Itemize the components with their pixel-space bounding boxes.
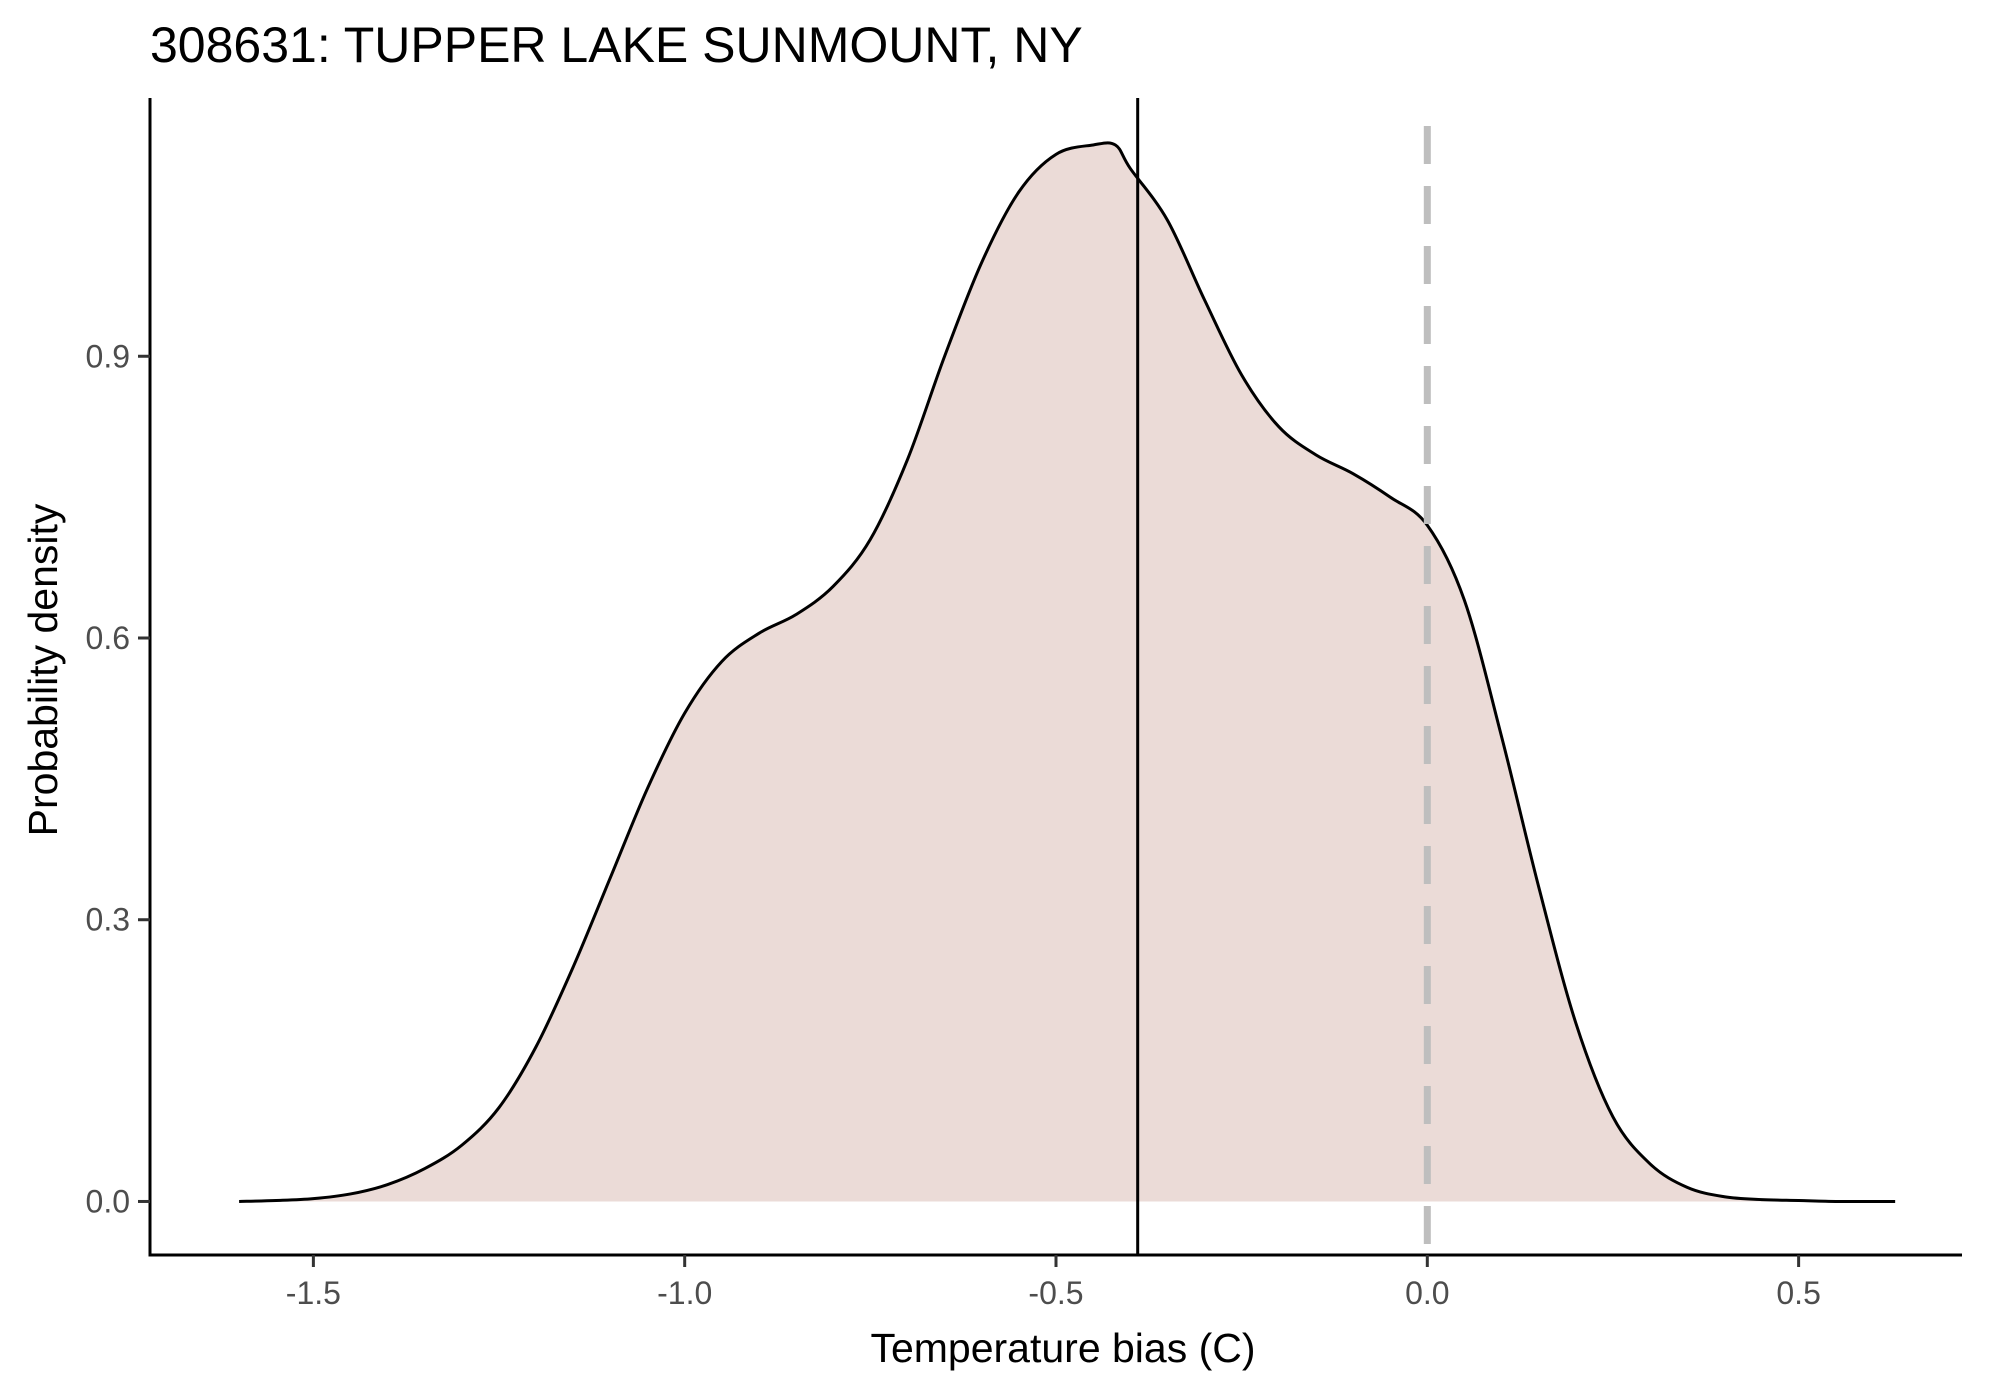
y-tick-label: 0.6 — [86, 620, 130, 656]
chart-title: 308631: TUPPER LAKE SUNMOUNT, NY — [150, 17, 1083, 73]
reference-lines — [1136, 98, 1431, 1255]
density-area — [239, 142, 1896, 1202]
plot-area — [239, 141, 1896, 1204]
x-tick-label: 0.0 — [1405, 1275, 1449, 1311]
x-tick-label: -1.5 — [286, 1275, 341, 1311]
x-tick-label: -0.5 — [1028, 1275, 1083, 1311]
x-tick-label: 0.5 — [1776, 1275, 1820, 1311]
y-tick-label: 0.9 — [86, 338, 130, 374]
y-axis-title: Probability density — [20, 503, 66, 836]
density-curve — [239, 141, 1896, 1204]
y-tick-label: 0.0 — [86, 1183, 130, 1219]
y-tick-label: 0.3 — [86, 902, 130, 938]
x-axis-title: Temperature bias (C) — [870, 1325, 1255, 1371]
axes: -1.5 -1.0 -0.5 0.0 0.5 0.0 0.3 0.6 0.9 — [86, 98, 1962, 1311]
x-tick-label: -1.0 — [657, 1275, 712, 1311]
